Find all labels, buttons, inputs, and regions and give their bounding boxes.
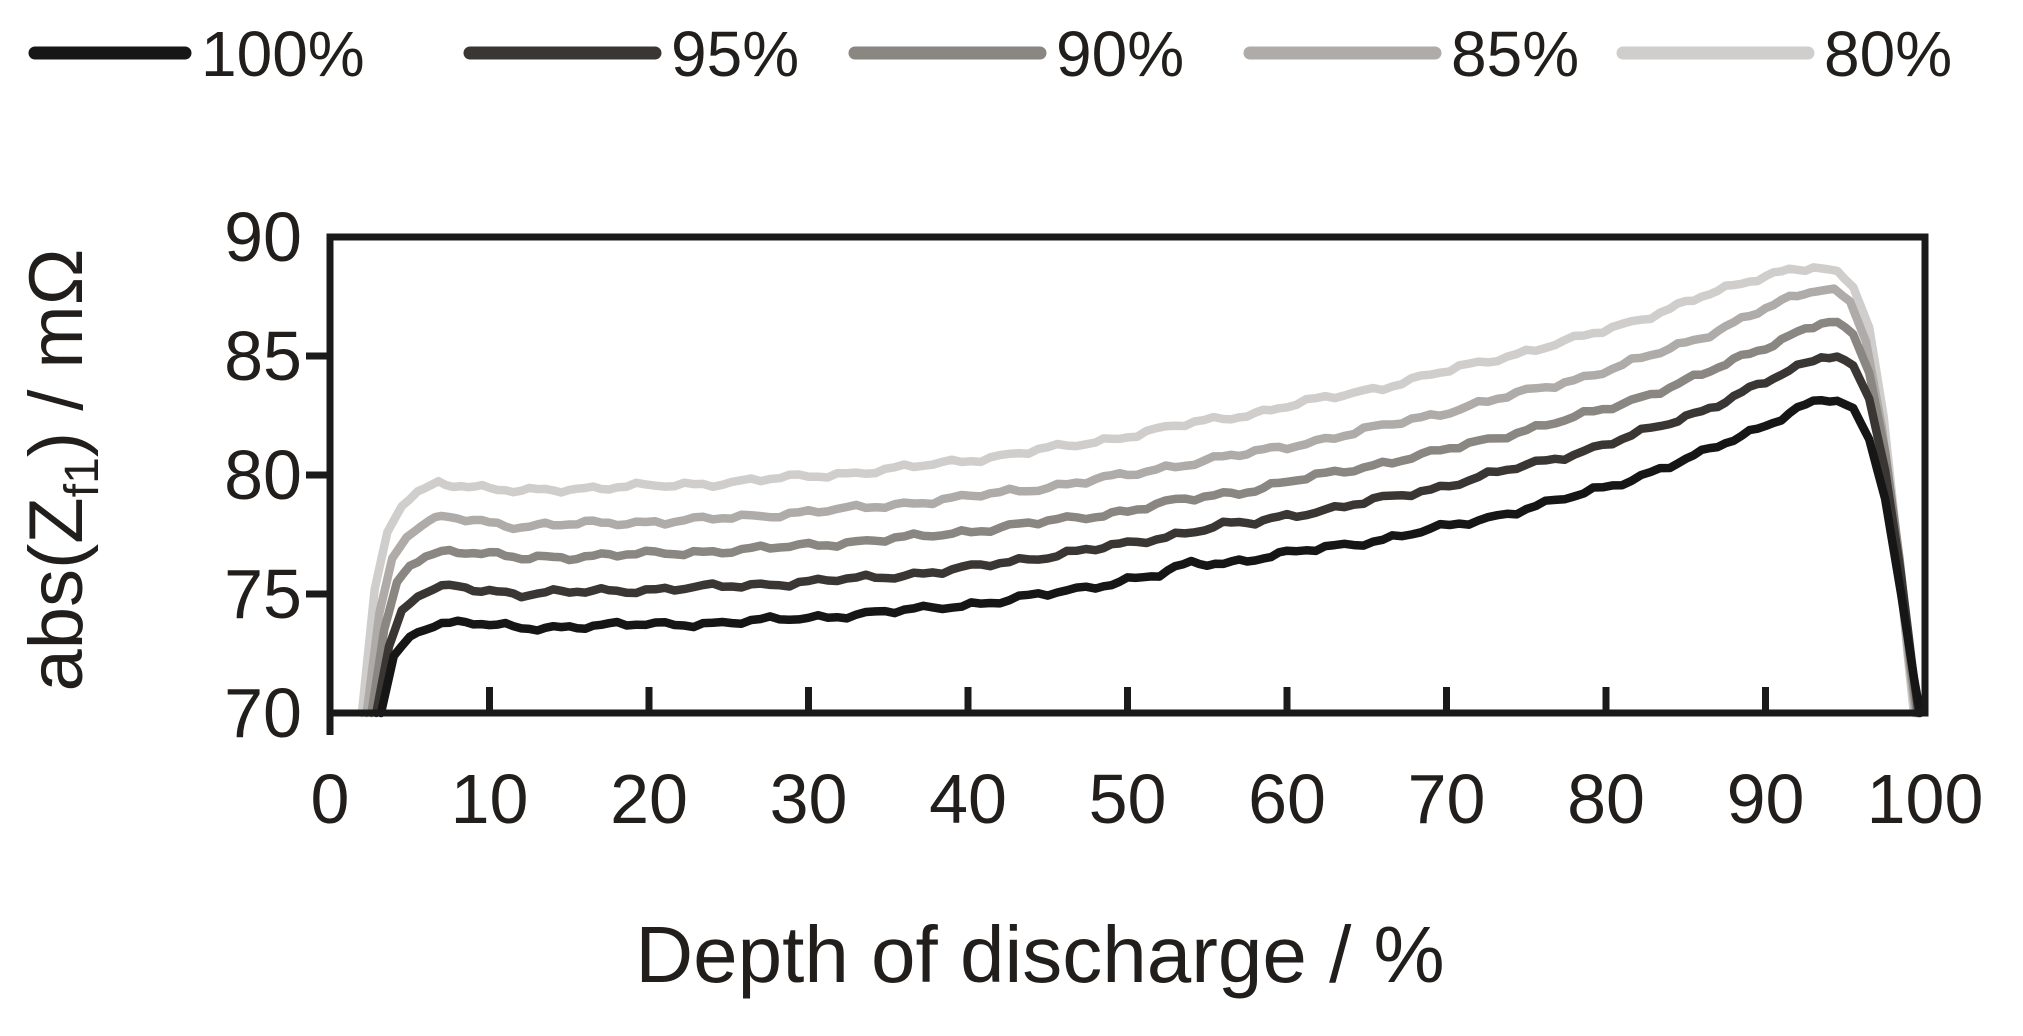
legend-label-95%: 95% [671, 18, 799, 90]
y-axis-title: abs(Zf1) / mΩ [14, 248, 109, 691]
x-tick-label-30: 30 [770, 760, 848, 838]
x-tick-label-40: 40 [929, 760, 1007, 838]
legend-label-90%: 90% [1056, 18, 1184, 90]
y-tick-label-80: 80 [224, 436, 302, 514]
series-line-85% [362, 284, 1920, 718]
x-tick-label-60: 60 [1248, 760, 1326, 838]
x-tick-label-90: 90 [1727, 760, 1805, 838]
x-tick-label-20: 20 [610, 760, 688, 838]
y-tick-label-90: 90 [224, 198, 302, 276]
y-tick-label-75: 75 [224, 555, 302, 633]
series-line-95% [372, 352, 1923, 718]
x-tick-label-80: 80 [1567, 760, 1645, 838]
x-tick-label-70: 70 [1408, 760, 1486, 838]
x-axis-title: Depth of discharge / % [635, 910, 1444, 999]
series-line-90% [367, 317, 1922, 718]
chart-legend: 100% 95% 90% 85% 80% [28, 18, 1952, 90]
x-tick-label-50: 50 [1089, 760, 1167, 838]
y-tick-label-85: 85 [224, 317, 302, 395]
plot-area: 0 10 20 30 40 50 60 70 80 90 100 70 75 80 85 90 [224, 198, 1983, 838]
series-line-100% [376, 395, 1925, 718]
x-tick-label-0: 0 [311, 760, 350, 838]
x-tick-label-100: 100 [1867, 760, 1984, 838]
legend-label-80%: 80% [1824, 18, 1952, 90]
legend-label-100%: 100% [201, 18, 365, 90]
legend-label-85%: 85% [1451, 18, 1579, 90]
x-tick-label-10: 10 [451, 760, 529, 838]
y-tick-label-70: 70 [224, 674, 302, 752]
series-line-80% [357, 263, 1919, 718]
